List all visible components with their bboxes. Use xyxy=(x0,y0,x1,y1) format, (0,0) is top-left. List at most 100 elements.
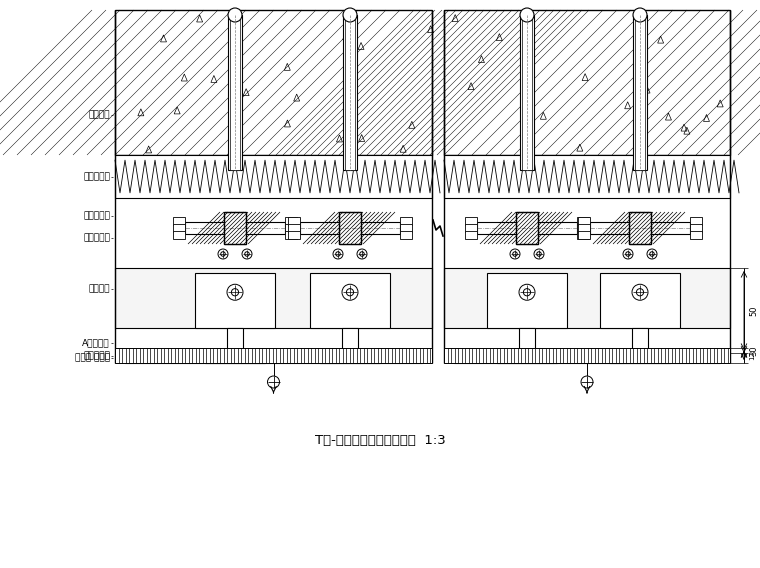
Circle shape xyxy=(336,252,340,256)
Bar xyxy=(590,222,690,234)
Circle shape xyxy=(231,289,239,296)
Bar xyxy=(690,224,702,232)
Bar xyxy=(285,224,297,232)
Circle shape xyxy=(537,252,541,256)
Bar xyxy=(629,212,651,244)
Circle shape xyxy=(650,252,654,256)
Circle shape xyxy=(623,249,633,259)
Bar xyxy=(487,273,567,328)
Bar xyxy=(522,15,532,170)
Bar xyxy=(690,217,702,225)
Circle shape xyxy=(220,252,225,256)
Bar xyxy=(444,268,730,328)
Text: 光学锚栓: 光学锚栓 xyxy=(88,111,110,119)
Bar xyxy=(520,15,534,170)
Bar xyxy=(633,15,647,170)
Text: 零缝密无缝: 零缝密无缝 xyxy=(83,233,110,243)
Text: 镀锌钢角码: 镀锌钢角码 xyxy=(83,211,110,220)
Circle shape xyxy=(524,289,530,296)
Bar xyxy=(173,217,185,225)
Bar xyxy=(690,231,702,239)
Bar xyxy=(400,231,412,239)
Text: 50: 50 xyxy=(749,305,758,316)
Bar xyxy=(173,231,185,239)
Bar xyxy=(578,231,590,239)
Bar xyxy=(285,231,297,239)
Text: A型锁固件: A型锁固件 xyxy=(82,339,110,348)
Text: 30: 30 xyxy=(749,345,758,356)
Circle shape xyxy=(632,284,648,300)
Circle shape xyxy=(513,252,518,256)
Bar xyxy=(125,353,422,363)
Circle shape xyxy=(520,8,534,22)
Bar xyxy=(285,217,297,225)
Circle shape xyxy=(245,252,249,256)
Bar xyxy=(444,10,730,155)
Bar xyxy=(310,273,390,328)
Circle shape xyxy=(519,284,535,300)
Bar xyxy=(195,273,275,328)
Bar xyxy=(339,212,361,244)
Circle shape xyxy=(633,8,647,22)
Bar xyxy=(632,328,648,353)
Bar xyxy=(465,217,477,225)
Circle shape xyxy=(347,289,353,296)
Bar xyxy=(465,224,477,232)
Bar xyxy=(454,353,720,363)
Text: 连接角码: 连接角码 xyxy=(88,285,110,294)
Bar xyxy=(444,155,730,198)
Text: 不锈钢 型挂件: 不锈钢 型挂件 xyxy=(75,353,110,362)
Circle shape xyxy=(357,249,367,259)
Bar xyxy=(173,224,185,232)
Circle shape xyxy=(647,249,657,259)
Circle shape xyxy=(342,284,358,300)
Bar xyxy=(288,224,300,232)
Bar xyxy=(519,328,535,353)
Circle shape xyxy=(228,8,242,22)
Bar xyxy=(465,231,477,239)
Bar xyxy=(342,328,358,353)
Bar xyxy=(577,231,589,239)
Bar xyxy=(224,212,246,244)
Bar xyxy=(345,15,355,170)
Bar xyxy=(115,348,432,363)
Circle shape xyxy=(268,376,280,388)
Bar xyxy=(205,353,265,363)
Circle shape xyxy=(359,252,364,256)
Text: 陶瓷薄墙板: 陶瓷薄墙板 xyxy=(83,351,110,360)
Circle shape xyxy=(218,249,228,259)
Circle shape xyxy=(227,284,243,300)
Circle shape xyxy=(636,289,644,296)
Bar xyxy=(444,348,730,363)
Bar xyxy=(115,10,432,155)
Circle shape xyxy=(625,252,630,256)
Bar xyxy=(400,217,412,225)
Circle shape xyxy=(581,376,593,388)
Circle shape xyxy=(343,8,357,22)
Bar xyxy=(288,231,300,239)
Text: 12: 12 xyxy=(749,351,755,360)
Bar xyxy=(228,15,242,170)
Bar xyxy=(578,217,590,225)
Circle shape xyxy=(333,249,343,259)
Bar xyxy=(227,328,243,353)
Circle shape xyxy=(510,249,520,259)
Bar xyxy=(230,15,240,170)
Bar xyxy=(577,217,589,225)
Bar xyxy=(477,222,577,234)
Bar xyxy=(577,224,589,232)
Bar xyxy=(115,155,432,198)
Bar xyxy=(516,212,538,244)
Bar xyxy=(516,212,538,244)
Text: T型-陶瓷板干挂横剖节点图  1:3: T型-陶瓷板干挂横剖节点图 1:3 xyxy=(315,433,445,446)
Bar xyxy=(115,268,432,328)
Bar xyxy=(578,224,590,232)
Bar xyxy=(288,217,300,225)
Bar xyxy=(610,353,670,363)
Bar xyxy=(635,15,645,170)
Bar xyxy=(300,222,400,234)
Text: 保温岩棉板: 保温岩棉板 xyxy=(83,172,110,181)
Bar xyxy=(629,212,651,244)
Bar xyxy=(185,222,285,234)
Bar xyxy=(339,212,361,244)
